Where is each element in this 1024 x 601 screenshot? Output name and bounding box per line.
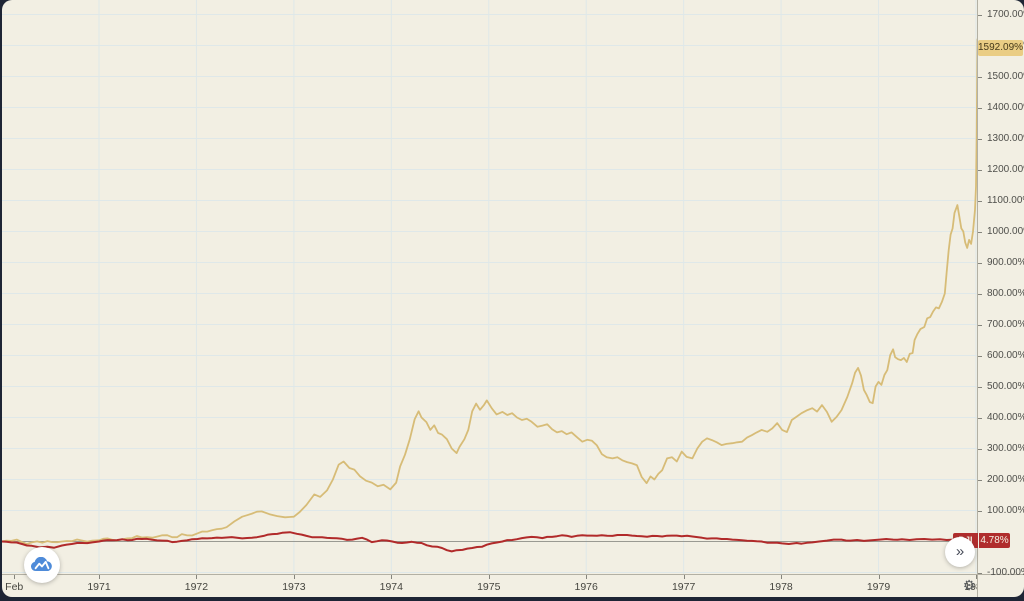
time-tick-label: 1972 <box>184 581 209 593</box>
price-tick-mark <box>978 169 982 171</box>
time-tick-mark <box>683 575 685 579</box>
price-tick-mark <box>978 76 982 78</box>
price-tick-label: 600.00% <box>987 349 1024 361</box>
price-tick-label: 300.00% <box>987 442 1024 454</box>
price-tick-mark <box>978 107 982 109</box>
price-tick-mark <box>978 355 982 357</box>
price-tick-label: 100.00% <box>987 504 1024 516</box>
dji-price-badge: 4.78% <box>979 532 1010 548</box>
time-tick-label: 1975 <box>477 581 501 593</box>
price-tick-mark <box>978 510 982 512</box>
gold-price-badge: 1592.09% <box>978 39 1023 56</box>
price-tick-mark <box>978 14 982 16</box>
price-tick-label: 800.00% <box>987 287 1024 299</box>
time-axis-settings-button[interactable]: ⚙ <box>958 577 980 595</box>
price-tick-label: 200.00% <box>987 473 1024 485</box>
price-tick-mark <box>978 293 982 295</box>
price-tick-label: 400.00% <box>987 411 1024 423</box>
price-tick-label: 500.00% <box>987 380 1024 392</box>
time-tick-mark <box>99 575 100 579</box>
time-tick-label: Feb <box>5 581 24 593</box>
price-axis[interactable]: 1700.00%1600.00%1500.00%1400.00%1300.00%… <box>978 0 1024 578</box>
price-tick-label: 1100.00% <box>987 194 1024 206</box>
price-tick-label: 1700.00% <box>987 8 1024 20</box>
time-tick-mark <box>878 575 880 579</box>
price-tick-mark <box>978 448 982 450</box>
price-tick-label: 700.00% <box>987 318 1024 330</box>
price-tick-mark <box>978 386 982 388</box>
time-tick-mark <box>586 575 588 579</box>
price-tick-mark <box>978 262 982 264</box>
time-tick-mark <box>391 575 393 579</box>
time-tick-label: 1971 <box>87 581 111 593</box>
time-tick-mark <box>14 575 16 579</box>
time-axis-labels: Feb 1971 1972 1973 1974 1975 1976 1977 1978 1979 1… <box>2 575 977 597</box>
price-tick-label: 1400.00% <box>987 101 1024 113</box>
time-tick-label: 1977 <box>671 581 696 593</box>
price-tick-mark <box>978 479 982 481</box>
mountain-logo-icon <box>31 556 52 571</box>
gold-series-line <box>2 38 977 545</box>
gear-icon: ⚙ <box>962 578 976 594</box>
time-tick-mark <box>293 575 295 579</box>
dji-series-line <box>2 531 977 553</box>
price-tick-label: 1200.00% <box>987 163 1024 175</box>
time-tick-label: 1979 <box>866 581 891 593</box>
price-tick-label: 1500.00% <box>987 70 1024 82</box>
time-tick-label: 1974 <box>379 581 403 593</box>
time-tick-label: 1976 <box>574 581 598 593</box>
price-tick-mark <box>978 324 982 326</box>
price-tick-mark <box>978 138 982 140</box>
price-tick-label: 1300.00% <box>987 132 1024 144</box>
price-axis-border <box>977 0 978 597</box>
price-tick-label: 900.00% <box>987 256 1024 268</box>
time-tick-label: 1980 <box>964 581 977 593</box>
price-tick-mark <box>978 572 982 574</box>
price-tick-label: 1000.00% <box>987 225 1024 237</box>
time-tick-label: 1973 <box>282 581 306 593</box>
time-tick-label: 1978 <box>769 581 793 593</box>
time-axis-border <box>2 574 1024 575</box>
price-tick-mark <box>978 200 982 202</box>
expand-labels-button[interactable]: » <box>945 537 975 567</box>
time-tick-mark <box>781 575 783 579</box>
price-tick-mark <box>978 417 982 419</box>
price-tick-mark <box>978 231 982 233</box>
time-axis[interactable]: Feb 1971 1972 1973 1974 1975 1976 1977 1978 1979 1… <box>2 575 1024 597</box>
time-tick-mark <box>488 575 490 579</box>
time-tick-mark <box>196 575 198 579</box>
chevrons-right-icon: » <box>955 542 965 560</box>
price-tick-label: -100.00% <box>987 566 1024 578</box>
tradingview-logo-button[interactable] <box>24 547 60 583</box>
time-tick-mark <box>975 575 977 579</box>
